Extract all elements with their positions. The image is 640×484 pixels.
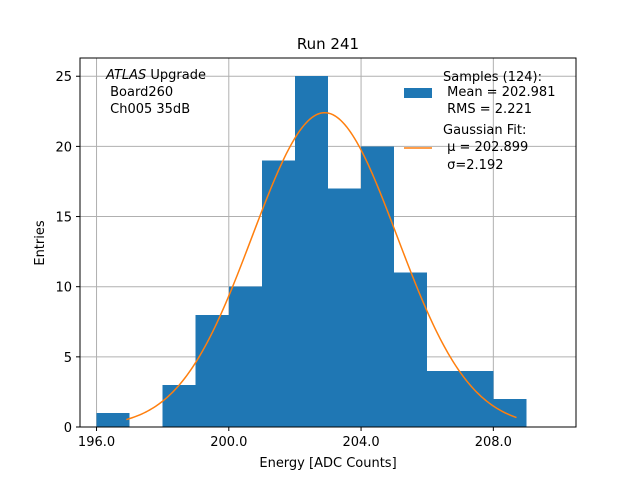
x-tick-label: 208.0: [475, 435, 512, 450]
y-tick-label: 20: [55, 140, 72, 155]
histogram-bar: [228, 286, 262, 427]
histogram-bar: [427, 370, 461, 427]
upgrade-label: Upgrade: [146, 68, 206, 83]
x-tick-label: 204.0: [342, 435, 379, 450]
legend-samples-patch: [404, 88, 432, 98]
legend-samples-rms: RMS = 2.221: [443, 102, 532, 117]
y-tick-label: 0: [64, 421, 72, 436]
board-label: Board260: [106, 85, 173, 100]
atlas-label: ATLAS: [105, 68, 146, 83]
legend-fit-title: Gaussian Fit:: [443, 123, 526, 138]
x-axis-ticks: 196.0 200.0 204.0 208.0: [78, 427, 512, 450]
y-tick-label: 10: [55, 281, 72, 296]
channel-label: Ch005 35dB: [106, 102, 190, 117]
histogram-bar: [261, 160, 295, 427]
y-tick-label: 25: [55, 70, 72, 85]
histogram-bar: [394, 272, 428, 427]
histogram-bar: [294, 76, 328, 428]
y-tick-label: 5: [64, 351, 72, 366]
x-tick-label: 196.0: [78, 435, 115, 450]
legend: Samples (124): Mean = 202.981 RMS = 2.22…: [404, 70, 555, 173]
svg-text:ATLAS Upgrade: ATLAS Upgrade: [105, 68, 206, 83]
x-axis-label: Energy [ADC Counts]: [259, 456, 396, 471]
chart-title: Run 241: [297, 35, 359, 53]
histogram-bar: [96, 412, 130, 427]
y-axis-ticks: 0 5 10 15 20 25: [55, 70, 80, 436]
plot-frame: [79, 57, 577, 428]
histogram-bar: [361, 146, 395, 427]
x-tick-label: 200.0: [210, 435, 247, 450]
histogram-bar: [162, 384, 196, 427]
gaussian-fit-curve: [126, 111, 517, 421]
histogram-bar: [493, 398, 527, 427]
y-axis-label: Entries: [33, 220, 48, 266]
legend-fit-sigma: σ=2.192: [443, 158, 503, 173]
histogram-bar: [328, 188, 362, 427]
legend-samples-title: Samples (124):: [443, 70, 542, 85]
y-tick-label: 15: [55, 211, 72, 226]
atlas-annotation: ATLAS Upgrade Board260 Ch005 35dB: [105, 68, 206, 117]
legend-samples-mean: Mean = 202.981: [443, 85, 555, 100]
legend-fit-mu: μ = 202.899: [443, 140, 528, 155]
